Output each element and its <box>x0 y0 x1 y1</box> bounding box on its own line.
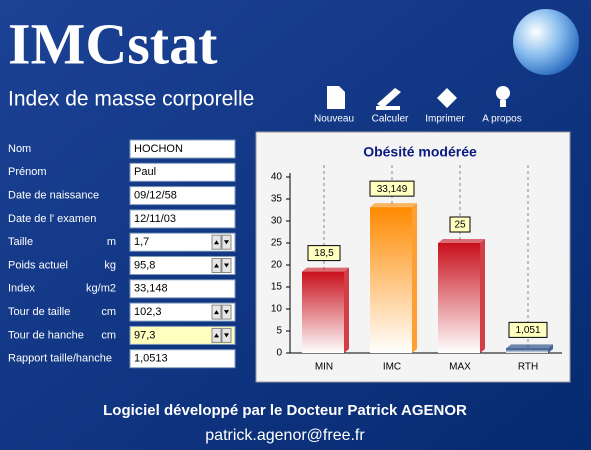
field-input[interactable] <box>129 162 236 182</box>
spinner-arrow <box>214 310 229 315</box>
bar-top <box>506 344 553 349</box>
y-tick-label: 10 <box>271 304 283 315</box>
field-label: Tour de hanche <box>8 329 84 341</box>
field-value: 33,148 <box>134 283 168 295</box>
field-input[interactable] <box>129 325 236 345</box>
field-label: Prénom <box>8 166 47 178</box>
field-input[interactable] <box>129 256 236 275</box>
icon-new[interactable] <box>327 86 345 109</box>
field-unit: cm <box>101 306 116 318</box>
footer-credit: Logiciel développé par le Docteur Patric… <box>103 402 467 419</box>
x-tick-label: MIN <box>315 362 333 373</box>
x-tick-label: MAX <box>449 362 471 373</box>
bar-side <box>344 267 349 353</box>
spinner-arrow <box>214 263 229 268</box>
value-label-box <box>369 180 415 197</box>
x-tick-label: RTH <box>518 362 538 373</box>
field-label: Taille <box>8 236 33 248</box>
field-input[interactable] <box>129 139 236 159</box>
logo-sphere <box>513 9 579 75</box>
icon-about[interactable] <box>496 86 510 107</box>
chart-title: Obésité modérée <box>363 144 477 160</box>
value-label-box <box>307 245 341 262</box>
field-value: 1,7 <box>134 236 149 248</box>
field-value: HOCHON <box>134 143 183 155</box>
footer-email: patrick.agenor@free.fr <box>205 427 365 444</box>
y-tick-label: 25 <box>271 238 283 249</box>
toolbar-label[interactable]: Nouveau <box>314 114 354 125</box>
toolbar: Nouveau Calculer Imprimer A propos <box>314 86 522 125</box>
bar-top <box>370 203 417 208</box>
bar-side <box>548 344 553 353</box>
toolbar-label[interactable]: Imprimer <box>425 114 465 125</box>
field-input[interactable] <box>129 302 236 322</box>
field-value: 102,3 <box>134 306 162 318</box>
spinner-arrow <box>214 333 229 338</box>
field-value: 12/11/03 <box>134 213 176 225</box>
value-label: 33,149 <box>377 184 408 195</box>
field-label: Date de naissance <box>8 190 99 202</box>
field-label: Tour de taille <box>8 306 70 318</box>
bar-top <box>438 239 485 243</box>
bar <box>506 348 548 353</box>
app-title: IMCstat <box>8 11 218 76</box>
value-label: 1,051 <box>515 325 540 336</box>
y-tick-label: 20 <box>271 260 283 271</box>
value-label-box <box>449 216 471 233</box>
value-label-box <box>508 321 548 338</box>
bar-side <box>412 203 417 353</box>
field-label: Rapport taille/hanche <box>8 353 112 365</box>
bar-side <box>480 239 485 353</box>
field-unit: m <box>107 236 116 248</box>
value-label: 18,5 <box>314 248 334 259</box>
field-label: Poids actuel <box>8 259 68 271</box>
toolbar-label[interactable]: Calculer <box>372 114 409 125</box>
bar <box>438 243 480 353</box>
bar <box>370 207 412 353</box>
field-label: Nom <box>8 143 31 155</box>
app-subtitle: Index de masse corporelle <box>8 88 254 111</box>
y-tick-label: 0 <box>276 348 282 359</box>
field-value: 1,0513 <box>134 353 168 365</box>
y-tick-label: 15 <box>271 282 283 293</box>
icon-calc[interactable] <box>376 88 401 110</box>
field-label: Index <box>8 283 35 295</box>
bar-top <box>302 267 349 272</box>
toolbar-label[interactable]: A propos <box>482 114 521 125</box>
field-label: Date de l' examen <box>8 213 96 225</box>
bar <box>302 271 344 353</box>
field-value: 95,8 <box>134 259 155 271</box>
field-input[interactable] <box>129 232 236 252</box>
field-value: 97,3 <box>134 329 155 341</box>
field-value: 09/12/58 <box>134 190 177 202</box>
spinner-arrow <box>214 240 229 245</box>
value-label: 25 <box>454 220 466 231</box>
field-input[interactable] <box>129 279 236 299</box>
field-value: Paul <box>134 166 156 178</box>
y-tick-label: 30 <box>271 216 283 227</box>
x-tick-label: IMC <box>383 362 401 373</box>
field-unit: kg/m2 <box>86 283 116 295</box>
field-unit: kg <box>104 259 116 271</box>
field-input[interactable] <box>129 209 236 229</box>
field-unit: cm <box>101 329 116 341</box>
y-tick-label: 40 <box>271 172 283 183</box>
y-tick-label: 5 <box>276 326 282 337</box>
field-input[interactable] <box>129 349 236 369</box>
field-input[interactable] <box>129 186 236 206</box>
icon-print[interactable] <box>437 88 457 108</box>
y-tick-label: 35 <box>271 194 283 205</box>
